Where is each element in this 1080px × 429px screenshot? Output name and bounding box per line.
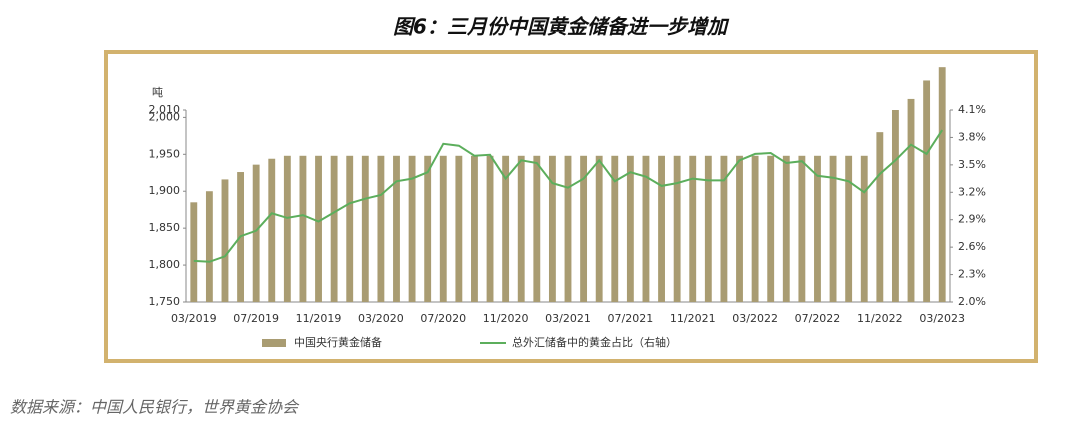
y-tick-label: 2,000: [149, 110, 181, 123]
bar: [221, 179, 229, 302]
bar: [190, 202, 198, 302]
x-tick-label: 03/2022: [732, 312, 778, 325]
y2-tick-label: 3.8%: [958, 130, 986, 143]
bar: [720, 155, 728, 302]
x-tick-label: 11/2019: [296, 312, 342, 325]
y2-tick-label: 2.0%: [958, 295, 986, 308]
bar: [673, 155, 681, 302]
bar: [377, 155, 385, 302]
bar: [205, 191, 213, 302]
bar: [595, 155, 603, 302]
bar: [471, 155, 478, 302]
y2-tick-label: 3.2%: [958, 185, 986, 198]
x-tick-label: 07/2019: [233, 312, 279, 325]
bar: [642, 155, 650, 302]
bar: [330, 155, 338, 302]
bar: [704, 155, 712, 302]
bar: [798, 155, 806, 302]
x-tick-label: 11/2022: [857, 312, 903, 325]
bar: [502, 155, 510, 302]
legend-label: 总外汇储备中的黄金占比（右轴）: [512, 335, 677, 349]
x-tick-label: 07/2021: [608, 312, 654, 325]
bar: [626, 155, 634, 302]
bar: [424, 155, 432, 302]
bar: [876, 132, 884, 302]
bar: [689, 155, 697, 302]
y-tick-label: 1,950: [149, 147, 181, 160]
bar: [845, 155, 853, 302]
bar: [611, 155, 619, 302]
frame: [104, 50, 1038, 363]
y2-tick-label: 4.1%: [958, 103, 986, 116]
bar: [252, 164, 260, 302]
y-tick-label: 1,800: [149, 258, 181, 271]
y-tick-label: 1,750: [149, 295, 181, 308]
y-tick-label: 1,900: [149, 184, 181, 197]
bar: [315, 155, 322, 302]
legend-label: 中国央行黄金储备: [294, 335, 382, 349]
bar: [361, 155, 369, 302]
bar: [736, 155, 743, 302]
bar: [814, 155, 821, 302]
bar: [751, 155, 759, 302]
bar: [408, 155, 416, 302]
bar: [299, 155, 307, 302]
bar: [891, 110, 899, 302]
bar: [580, 155, 588, 302]
y-tick-label: 1,850: [149, 221, 181, 234]
bar: [268, 158, 276, 302]
bar: [938, 67, 946, 303]
y-axis-label: 吨: [152, 86, 163, 99]
bar: [393, 155, 400, 302]
bar: [860, 155, 868, 302]
y2-tick-label: 2.3%: [958, 268, 986, 281]
y2-tick-label: 2.9%: [958, 213, 986, 226]
bar: [923, 80, 931, 302]
bar: [767, 155, 775, 302]
chart-title: 图6：三月份中国黄金储备进一步增加: [393, 15, 730, 39]
bar: [486, 155, 494, 302]
bar: [907, 98, 915, 302]
bar: [782, 155, 790, 302]
bar: [658, 155, 665, 302]
x-tick-label: 03/2023: [919, 312, 965, 325]
bar: [548, 155, 556, 302]
bar: [564, 155, 572, 302]
bar: [455, 155, 463, 302]
bar: [517, 155, 525, 302]
bar: [346, 155, 354, 302]
x-tick-label: 07/2022: [795, 312, 841, 325]
bar: [283, 155, 291, 302]
x-tick-label: 03/2019: [171, 312, 217, 325]
x-tick-label: 07/2020: [420, 312, 466, 325]
x-tick-label: 11/2021: [670, 312, 716, 325]
y2-tick-label: 2.6%: [958, 240, 986, 253]
line: [193, 129, 944, 263]
x-tick-label: 03/2020: [358, 312, 404, 325]
bar: [439, 155, 447, 302]
legend-swatch: [262, 339, 286, 347]
x-tick-label: 03/2021: [545, 312, 591, 325]
bar: [829, 155, 837, 302]
y2-tick-label: 3.5%: [958, 158, 986, 171]
bar: [533, 155, 541, 302]
x-tick-label: 11/2020: [483, 312, 529, 325]
y-tick-label: 2,010: [149, 103, 181, 116]
source: 数据来源：中国人民银行，世界黄金协会: [10, 398, 300, 417]
